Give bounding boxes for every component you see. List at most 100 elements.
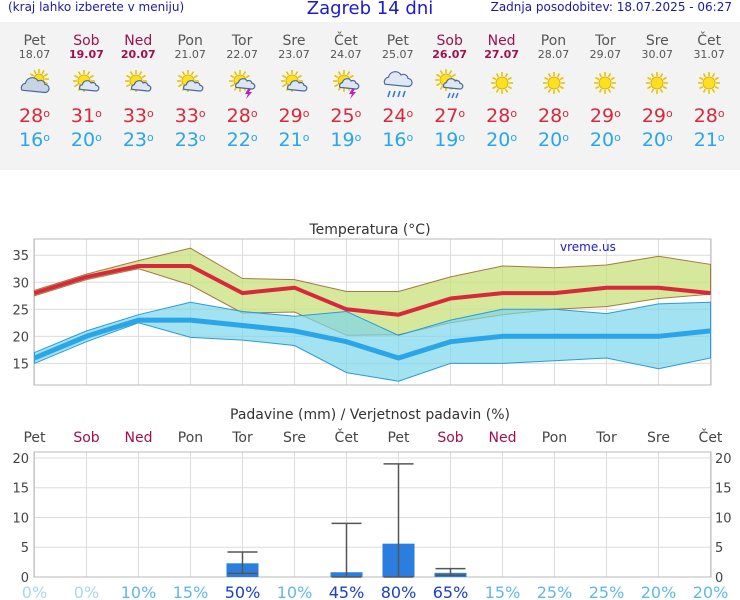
sun-icon <box>594 72 617 94</box>
sun-icon <box>646 72 669 94</box>
rain-cloud-icon <box>383 71 413 98</box>
x-tick-label: Čet <box>699 428 723 446</box>
day-date: 22.07 <box>226 48 258 61</box>
temperature-chart-title: Temperatura (°C) <box>308 222 430 238</box>
x-tick-label: Pon <box>178 430 203 446</box>
x-tick-label: Pon <box>542 430 567 446</box>
x-tick-label: Sre <box>283 430 306 446</box>
probability-label: 15% <box>485 583 521 600</box>
temp-max: 28o <box>538 105 569 127</box>
day-date: 30.07 <box>641 48 674 61</box>
day-column: Ned 27.07 28o 20o <box>476 22 528 153</box>
daily-forecast-strip: Pet 18.07 28o 16o Sob 19.07 31o 20o Ned 20.07 33o 2… <box>0 22 740 170</box>
probability-label: 50% <box>225 583 261 600</box>
sun-cloud-icon <box>281 70 308 92</box>
temp-min: 20o <box>486 129 518 151</box>
y-tick-label: 15 <box>12 482 29 497</box>
day-name: Čet <box>697 33 722 49</box>
x-tick-label: Pet <box>23 430 46 446</box>
day-column: Pon 28.07 28o 20o <box>528 22 580 153</box>
temp-max: 28o <box>486 105 518 127</box>
y-tick-label: 15 <box>12 357 29 372</box>
temp-min: 23o <box>174 129 206 151</box>
day-date: 29.07 <box>589 48 622 61</box>
y-tick-label: 30 <box>12 276 29 291</box>
temp-min: 20o <box>538 129 569 151</box>
y-tick-label: 35 <box>12 249 29 264</box>
sun-icon <box>698 72 721 94</box>
temp-max: 29o <box>589 105 621 127</box>
day-date: 24.07 <box>330 48 362 61</box>
x-tick-label: Sre <box>647 430 670 446</box>
day-date: 31.07 <box>693 48 725 61</box>
x-tick-label: Tor <box>231 430 253 446</box>
y-tick-label: 20 <box>12 452 29 467</box>
day-column: Tor 22.07 28o 22o <box>216 22 268 153</box>
day-date: 18.07 <box>18 48 51 61</box>
y-tick-label: 5 <box>21 541 29 556</box>
sun-cloud-storm-icon <box>332 70 360 99</box>
day-column: Čet 24.07 25o 19o <box>320 22 372 153</box>
watermark: vreme.us <box>560 240 616 254</box>
series-line <box>33 317 711 361</box>
day-date: 26.07 <box>432 48 468 61</box>
day-name: Pet <box>23 33 46 49</box>
day-name: Sre <box>645 33 669 49</box>
location-menu-hint[interactable]: (kraj lahko izberete v meniju) <box>8 0 185 14</box>
sun-cloud-icon <box>125 70 152 92</box>
day-name: Tor <box>595 33 616 49</box>
temp-min: 20o <box>641 129 673 151</box>
probability-label: 0% <box>74 583 99 600</box>
x-tick-label: Tor <box>595 430 617 446</box>
temp-max: 29o <box>641 105 673 127</box>
y-tick-label: 10 <box>12 511 29 526</box>
temp-min: 16o <box>19 129 50 151</box>
temp-min: 22o <box>226 129 258 151</box>
temp-max: 29o <box>278 105 310 127</box>
temp-max: 28o <box>19 105 50 127</box>
probability-label: 65% <box>433 583 469 600</box>
day-date: 25.07 <box>382 48 414 61</box>
day-name: Pet <box>386 33 409 49</box>
day-date: 27.07 <box>484 48 519 61</box>
temp-min: 16o <box>382 129 414 151</box>
page-title: Zagreb 14 dni <box>306 0 434 19</box>
temp-max: 31o <box>70 105 102 127</box>
day-column: Čet 31.07 28o 21o <box>683 22 735 153</box>
y-tick-label-right: 15 <box>715 482 732 497</box>
day-date: 23.07 <box>278 48 310 61</box>
day-name: Tor <box>231 33 253 49</box>
probability-label: 20% <box>641 583 677 600</box>
day-name: Sob <box>436 33 463 49</box>
day-date: 19.07 <box>68 48 104 61</box>
x-tick-label: Ned <box>489 430 517 446</box>
probability-label: 0% <box>22 583 47 600</box>
y-tick-label-right: 5 <box>715 541 723 556</box>
precipitation-chart: Padavine (mm) / Verjetnost padavin (%) Pe… <box>12 407 732 600</box>
day-column: Sob 19.07 31o 20o <box>60 22 112 153</box>
day-column: Sob 26.07 27o 19o <box>424 22 476 153</box>
x-tick-label: Sob <box>437 430 463 446</box>
x-tick-label: Čet <box>335 428 359 446</box>
y-tick-label: 25 <box>12 303 29 318</box>
x-tick-label: Ned <box>125 430 153 446</box>
sun-cloud-icon <box>177 70 204 92</box>
temp-min: 19o <box>330 129 362 151</box>
sun-icon <box>542 72 565 94</box>
temp-max: 25o <box>330 105 362 127</box>
day-column: Pet 25.07 24o 16o <box>372 22 424 153</box>
day-column: Sre 23.07 29o 21o <box>268 22 320 153</box>
probability-label: 10% <box>277 583 313 600</box>
probability-label: 80% <box>381 583 417 600</box>
partly-cloudy-icon <box>20 69 50 94</box>
y-tick-label: 0 <box>21 571 29 586</box>
sun-icon <box>490 72 513 94</box>
day-name: Sob <box>73 33 100 49</box>
temp-max: 33o <box>174 105 206 127</box>
temp-max: 33o <box>122 105 154 127</box>
day-column: Ned 20.07 33o 23o <box>112 22 164 153</box>
day-column: Tor 29.07 29o 20o <box>579 22 631 153</box>
probability-label: 10% <box>121 583 157 600</box>
day-name: Ned <box>487 33 516 49</box>
day-name: Čet <box>333 33 358 49</box>
